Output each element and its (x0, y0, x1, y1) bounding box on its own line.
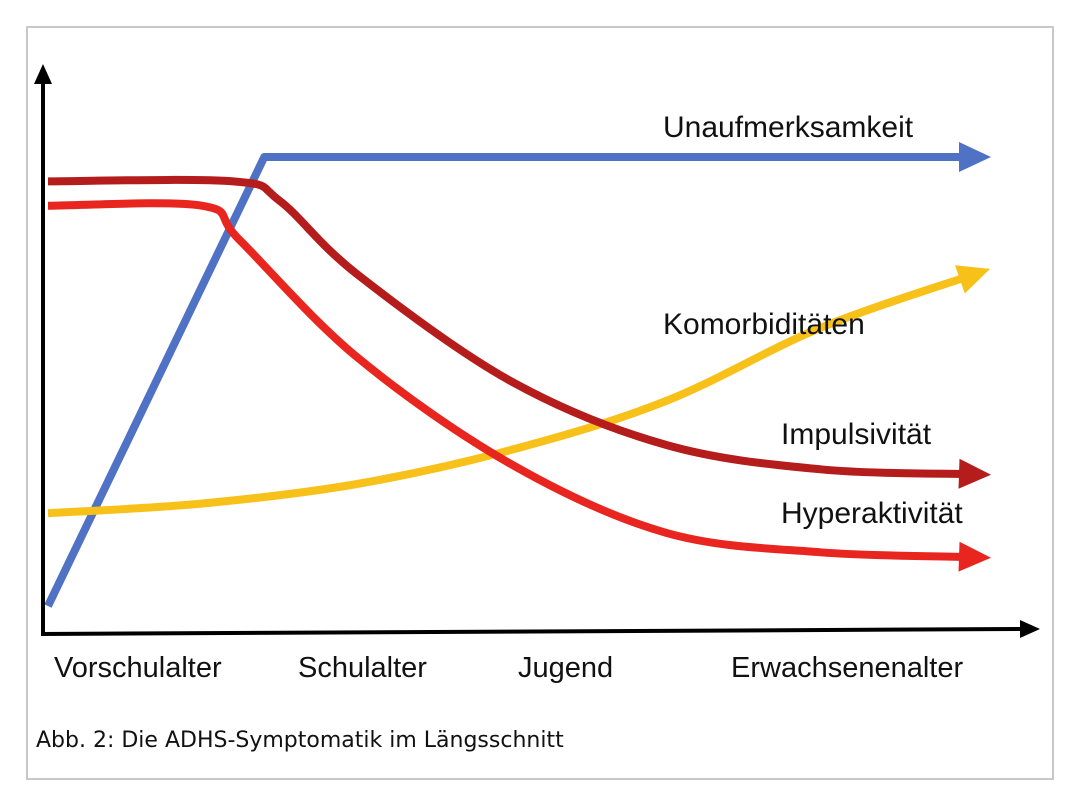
figure-frame (26, 26, 1054, 780)
series-line-komorbiditten (47, 270, 977, 518)
x-tick-label: Erwachsenenalter (731, 652, 963, 684)
series-label-komorbiditten: Komorbiditäten (663, 308, 865, 341)
x-axis (40, 627, 1023, 636)
series-layer (44, 142, 991, 608)
series-line-unaufmerksamkeit (44, 153, 975, 608)
series-label-impulsivitt: Impulsivität (781, 418, 932, 451)
y-axis-arrowhead (34, 64, 52, 84)
x-tick-label: Schulalter (298, 652, 427, 684)
series-arrowhead-impulsivitt (958, 458, 991, 489)
series-label-hyperaktivitt: Hyperaktivität (781, 497, 963, 530)
series-arrowhead-unaufmerksamkeit (959, 142, 991, 172)
figure-caption: Abb. 2: Die ADHS-Symptomatik im Längssch… (36, 728, 564, 753)
axis-layer (34, 64, 1040, 638)
label-layer: Unaufmerksamkeit Komorbiditäten Impulsivit… (663, 111, 963, 530)
tick-layer: Vorschulalter Schulalter Jugend Erwachsenen… (54, 652, 963, 684)
series-line-impulsivitt (47, 175, 976, 479)
x-tick-label: Vorschulalter (54, 652, 222, 684)
series-arrowhead-komorbiditten (955, 265, 991, 294)
x-tick-label: Jugend (518, 652, 613, 684)
x-axis-arrowhead (1020, 620, 1040, 638)
series-arrowhead-hyperaktivitt (958, 541, 991, 572)
series-label-unaufmerksamkeit: Unaufmerksamkeit (663, 111, 914, 144)
series-line-hyperaktivitt (47, 199, 976, 562)
